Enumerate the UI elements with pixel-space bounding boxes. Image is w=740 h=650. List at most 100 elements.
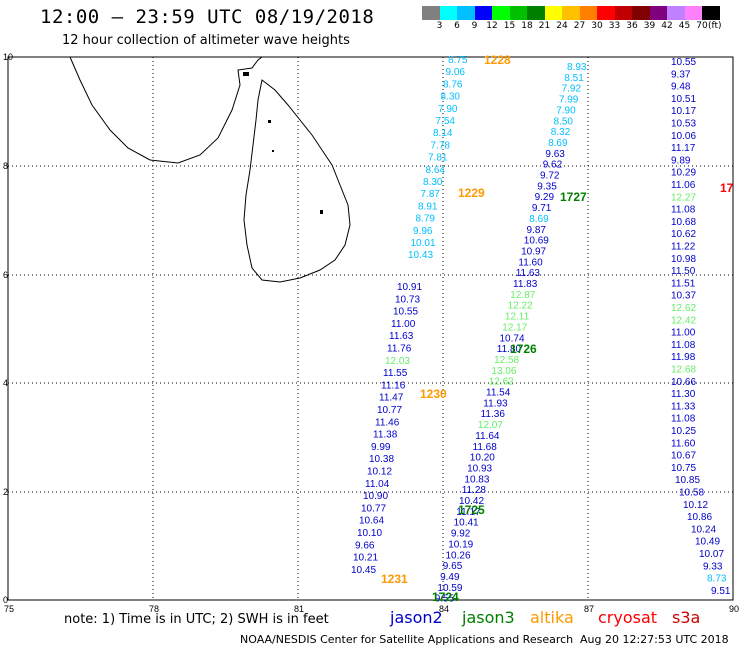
swh-value: 10.12 <box>683 500 708 511</box>
swh-value: 11.08 <box>671 414 696 425</box>
legend-s3a: s3a <box>672 608 701 627</box>
swh-value: 7.87 <box>421 189 441 200</box>
footer-timestamp: Aug 20 12:27:53 UTC 2018 <box>580 633 729 646</box>
swh-value: 12.17 <box>502 322 527 333</box>
swh-value: 13.06 <box>491 366 516 377</box>
swh-value: 12.62 <box>671 303 696 314</box>
scale-swatch <box>632 6 650 20</box>
swh-value: 8.64 <box>426 165 446 176</box>
y-tick-label: 10 <box>3 52 13 62</box>
scale-swatch <box>562 6 580 20</box>
scale-swatch <box>649 6 667 20</box>
swh-value: 11.60 <box>671 438 696 449</box>
swh-value: 9.29 <box>535 192 555 203</box>
scale-label: 36 <box>626 21 638 31</box>
swh-value: 10.49 <box>695 537 720 548</box>
swh-value: 11.93 <box>483 398 508 409</box>
x-tick-label: 81 <box>294 604 304 614</box>
scale-label: 21 <box>538 21 551 31</box>
scale-label: 45 <box>678 21 691 31</box>
swh-value: 10.19 <box>448 539 473 550</box>
swh-value: 8.32 <box>551 127 571 138</box>
swh-value: 11.63 <box>516 268 541 279</box>
swh-value: 9.66 <box>355 540 375 551</box>
swh-value: 7.92 <box>562 84 582 95</box>
swh-value: 10.17 <box>671 106 696 117</box>
track-id-label: 1229 <box>458 186 485 200</box>
scale-label: 33 <box>608 21 621 31</box>
x-tick-label: 90 <box>729 604 739 614</box>
swh-value: 9.72 <box>540 171 560 182</box>
scale-label: 70 <box>696 21 708 31</box>
swh-value: 11.28 <box>462 485 487 496</box>
x-tick-label: 87 <box>584 604 594 614</box>
swh-value: 10.43 <box>408 250 433 261</box>
swh-value: 10.53 <box>671 119 696 130</box>
swh-value: 12.11 <box>505 312 530 323</box>
scale-label: 30 <box>591 21 603 31</box>
swh-value: 10.74 <box>500 333 525 344</box>
swh-value: 7.90 <box>556 105 576 116</box>
swh-value: 10.38 <box>369 454 394 465</box>
swh-value: 9.37 <box>671 69 691 80</box>
color-scale-unit: (ft) <box>708 21 722 31</box>
swh-value: 11.06 <box>671 180 696 191</box>
scale-label: 12 <box>486 21 498 31</box>
scale-label: 27 <box>573 21 586 31</box>
swh-value: 11.64 <box>475 431 500 442</box>
swh-value: 10.86 <box>687 512 712 523</box>
swh-value: 10.85 <box>675 475 700 486</box>
scale-label: 9 <box>471 21 478 31</box>
footer-org: NOAA/NESDIS Center for Satellite Applica… <box>240 633 574 646</box>
swh-value: 7.99 <box>559 95 579 106</box>
track-id-label: 1724 <box>432 590 459 604</box>
swh-value: 10.62 <box>671 229 696 240</box>
swh-value: 7.54 <box>436 116 456 127</box>
india-coastline <box>69 56 263 164</box>
legend-altika: altika <box>530 608 574 627</box>
swh-value: 8.69 <box>548 138 568 149</box>
scale-swatch <box>422 6 440 20</box>
swh-value: 10.41 <box>454 518 479 529</box>
scale-swatch <box>492 6 510 20</box>
swh-value: 9.35 <box>537 181 557 192</box>
map-title: 12:00 – 23:59 UTC 08/19/2018 <box>40 6 375 28</box>
swh-value: 11.22 <box>671 242 696 253</box>
x-tick-label: 84 <box>439 604 449 614</box>
map-subtitle: 12 hour collection of altimeter wave hei… <box>62 33 350 48</box>
swh-value: 10.45 <box>351 565 376 576</box>
swh-value: 11.38 <box>373 430 398 441</box>
swh-value: 11.00 <box>391 319 416 330</box>
scale-label: 15 <box>503 21 516 31</box>
swh-value: 10.06 <box>671 131 696 142</box>
swh-value: 10.73 <box>395 294 420 305</box>
swh-value: 11.08 <box>671 340 696 351</box>
grid-lines <box>8 57 733 600</box>
track-id-label: 1725 <box>458 503 485 517</box>
swh-value: 9.87 <box>527 225 547 236</box>
swh-value: 11.33 <box>671 401 696 412</box>
swh-value: 10.51 <box>671 94 696 105</box>
y-tick-label: 2 <box>3 487 8 497</box>
swh-value: 11.60 <box>518 257 543 268</box>
swh-value: 10.59 <box>437 583 462 594</box>
swh-value: 11.54 <box>486 388 511 399</box>
swh-value: 10.58 <box>679 488 704 499</box>
swh-value: 10.67 <box>671 451 696 462</box>
swh-value: 9.55 <box>435 594 455 605</box>
swh-value: 11.68 <box>473 442 498 453</box>
swh-value: 8.75 <box>448 55 468 66</box>
swh-value: 11.47 <box>379 393 404 404</box>
swh-value: 12.62 <box>489 377 514 388</box>
track-id-label: 1231 <box>381 572 408 586</box>
swh-value: 11.76 <box>387 344 412 355</box>
swh-value: 9.33 <box>703 561 723 572</box>
scale-label: 18 <box>521 21 533 31</box>
swh-value: 11.50 <box>671 266 696 277</box>
swh-value: 9.63 <box>545 149 565 160</box>
swh-value: 8.50 <box>554 116 574 127</box>
swh-value: 9.99 <box>371 442 391 453</box>
scale-swatch <box>509 6 527 20</box>
scale-swatch <box>544 6 562 20</box>
y-tick-label: 4 <box>3 378 8 388</box>
